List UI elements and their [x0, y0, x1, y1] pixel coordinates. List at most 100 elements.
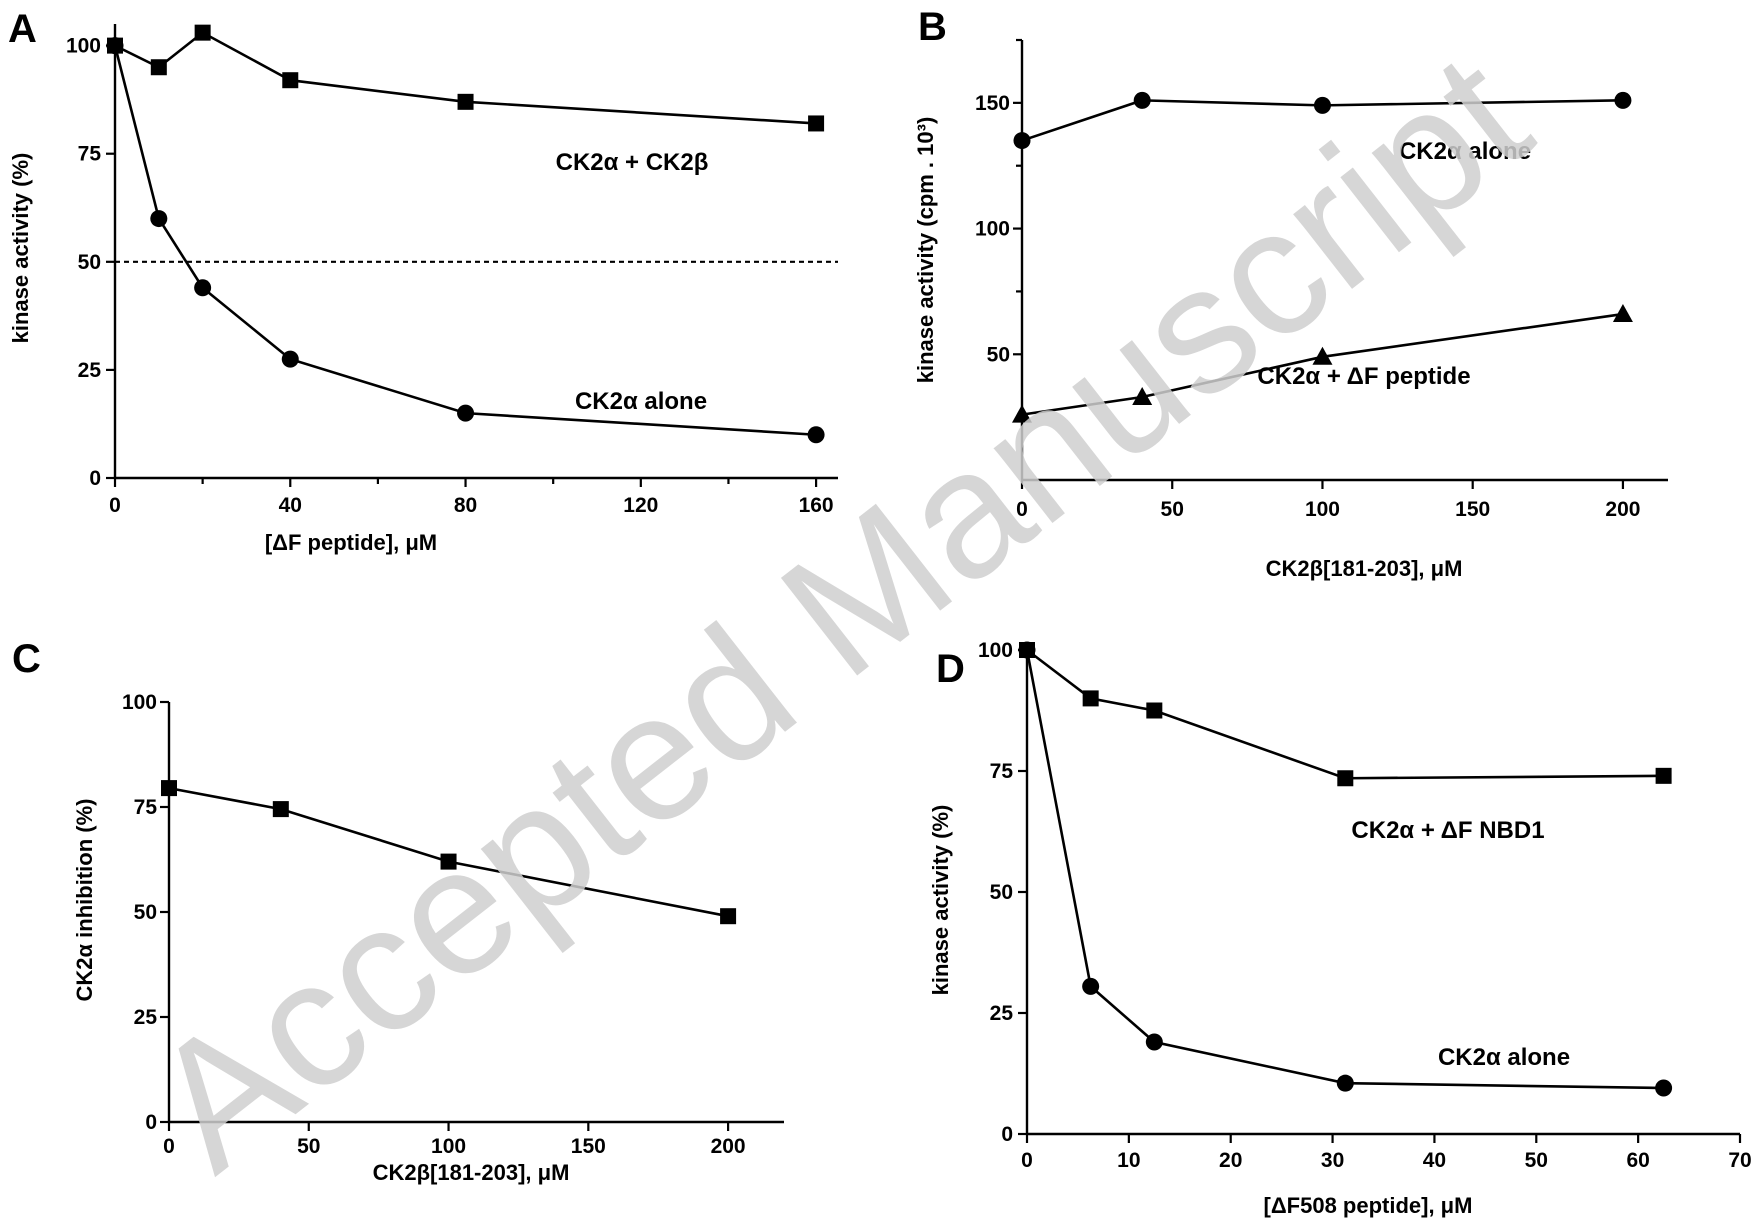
y-tick-label: 0	[1001, 1123, 1013, 1146]
y-tick-label: 50	[134, 901, 157, 924]
x-tick-label: 150	[1455, 498, 1490, 521]
data-point	[1614, 91, 1632, 109]
series-label: CK2α alone	[1438, 1044, 1570, 1071]
x-tick-label: 100	[1305, 498, 1340, 521]
data-point	[440, 853, 457, 870]
x-axis-title: CK2β[181-203], μM	[373, 1160, 570, 1185]
series-line	[1021, 99, 1623, 142]
x-tick-label: 120	[623, 494, 658, 517]
y-axis-title: kinase activity (cpm . 10³)	[913, 117, 938, 384]
panel-a: A 0 40 80 120 160 0 25 50 75 100 [ΔF peptide], μM ki…	[8, 7, 838, 555]
data-point	[1082, 977, 1100, 995]
y-axis-title: kinase activity (%)	[8, 153, 33, 344]
x-tick-label: 20	[1219, 1149, 1242, 1172]
x-tick-label: 0	[1016, 498, 1028, 521]
data-point	[1132, 387, 1153, 406]
x-tick-label: 200	[1605, 498, 1640, 521]
x-tick-label: 0	[163, 1135, 175, 1158]
data-point	[194, 279, 212, 297]
y-tick-label: 75	[990, 760, 1014, 783]
watermark-text: Accepted Manuscript	[115, 15, 1563, 1208]
y-axis-title: CK2α inhibition (%)	[72, 799, 97, 1002]
series-2	[1012, 304, 1633, 423]
data-point	[1133, 91, 1151, 109]
series-label: CK2α alone	[1399, 138, 1531, 165]
x-tick-label: 50	[297, 1135, 320, 1158]
data-point	[281, 350, 299, 368]
series-line	[1026, 648, 1664, 780]
series-label: CK2α + ΔF peptide	[1257, 363, 1470, 390]
x-tick-label: 50	[1525, 1149, 1548, 1172]
panel-b: B 0 50 100 150 200 50 100 150 CK2β[181-203], μM ki…	[913, 5, 1668, 581]
x-tick-label: 30	[1321, 1149, 1344, 1172]
data-point	[808, 115, 825, 132]
x-tick-label: 40	[279, 494, 302, 517]
x-axis-title: [ΔF peptide], μM	[265, 530, 437, 555]
y-tick-label: 75	[78, 143, 102, 166]
x-tick-label: 0	[109, 494, 121, 517]
data-point	[1082, 690, 1099, 707]
series-2	[1018, 641, 1673, 1097]
y-tick-label: 25	[78, 359, 102, 382]
panel-letter: D	[936, 647, 965, 691]
data-point	[1655, 1079, 1673, 1097]
y-tick-label: 0	[145, 1111, 157, 1134]
series-labels-layer: CK2α + CK2β CK2α alone CK2α alone CK2α + ΔF…	[556, 138, 1570, 1071]
x-tick-label: 200	[711, 1135, 746, 1158]
series-label: CK2α + CK2β	[556, 149, 709, 176]
y-tick-label: 100	[122, 691, 157, 714]
data-point	[1655, 767, 1672, 784]
data-point	[457, 93, 474, 110]
y-tick-label: 100	[975, 218, 1010, 241]
x-axis-title: [ΔF508 peptide], μM	[1264, 1193, 1473, 1218]
x-tick-label: 70	[1728, 1149, 1751, 1172]
y-tick-label: 100	[978, 639, 1013, 662]
data-point	[150, 210, 168, 228]
data-point	[1012, 404, 1032, 423]
y-axis-title: kinase activity (%)	[928, 805, 953, 996]
series-line	[168, 786, 729, 918]
y-tick-label: 100	[66, 35, 101, 58]
data-point	[1336, 1074, 1354, 1092]
series-label: CK2α alone	[575, 388, 707, 415]
data-point	[282, 72, 299, 89]
data-point	[161, 780, 177, 797]
panel-letter: C	[12, 637, 41, 681]
x-tick-label: 10	[1117, 1149, 1140, 1172]
y-tick-label: 50	[987, 343, 1010, 366]
y-tick-label: 25	[134, 1006, 158, 1029]
series-2	[106, 37, 825, 444]
data-point	[1018, 641, 1036, 659]
series-line	[1021, 312, 1624, 416]
series-1	[1013, 91, 1632, 150]
data-point	[194, 24, 211, 41]
y-tick-label: 50	[78, 251, 101, 274]
panel-letter: B	[918, 5, 947, 49]
y-tick-label: 25	[990, 1002, 1014, 1025]
watermark-layer: Accepted Manuscript	[115, 15, 1563, 1208]
x-axis-title: CK2β[181-203], μM	[1266, 556, 1463, 581]
series-line	[1025, 649, 1664, 1090]
data-point	[1612, 304, 1633, 323]
series-1	[107, 24, 825, 132]
series-1	[1019, 642, 1672, 787]
series-label: CK2α + ΔF NBD1	[1351, 817, 1544, 844]
x-tick-label: 160	[799, 494, 834, 517]
data-point	[1013, 132, 1031, 150]
data-point	[807, 426, 825, 444]
x-tick-label: 80	[454, 494, 477, 517]
data-point	[720, 908, 737, 925]
data-point	[272, 801, 289, 818]
y-tick-label: 0	[89, 467, 101, 490]
data-point	[457, 404, 475, 422]
data-point	[1312, 346, 1333, 365]
x-tick-label: 150	[571, 1135, 606, 1158]
x-tick-label: 60	[1626, 1149, 1649, 1172]
y-tick-label: 150	[975, 92, 1010, 115]
data-point	[106, 37, 124, 55]
data-point	[1313, 96, 1331, 114]
data-point	[1145, 1033, 1163, 1051]
